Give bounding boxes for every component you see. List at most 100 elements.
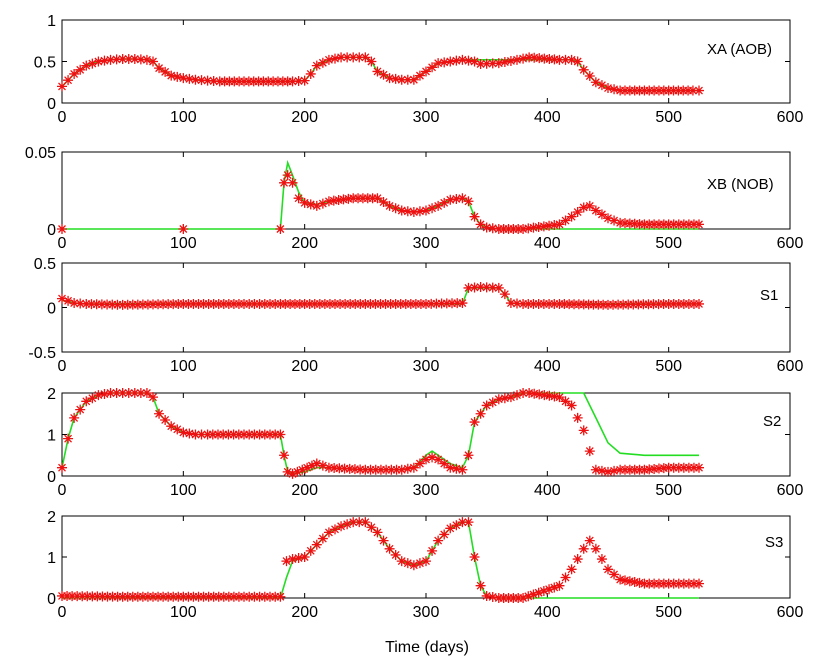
data-marker (342, 519, 353, 530)
data-marker (293, 76, 304, 87)
data-marker (213, 591, 224, 602)
x-tick-label: 300 (413, 109, 440, 126)
data-marker (86, 299, 97, 310)
data-marker (360, 464, 371, 475)
data-marker (451, 520, 462, 531)
data-marker (334, 463, 345, 474)
subplot-3: 0 100 200 300 400 500 600-0.500.5S1 (28, 256, 803, 375)
data-marker (523, 223, 534, 234)
data-marker (493, 394, 504, 405)
data-marker (202, 75, 213, 86)
data-marker (93, 56, 104, 67)
data-marker (62, 591, 73, 602)
data-marker (311, 200, 322, 211)
data-marker (142, 591, 153, 602)
x-tick-label: 300 (413, 235, 440, 252)
data-marker (584, 71, 595, 82)
data-marker (673, 462, 684, 473)
data-marker (259, 591, 270, 602)
data-marker (469, 56, 480, 67)
data-marker (408, 207, 419, 218)
data-marker (596, 465, 607, 476)
subplot-label: XA (AOB) (707, 41, 772, 58)
subplot-5: 0 100 200 300 400 500 600 0 1 2 S3 (47, 509, 803, 621)
data-marker (618, 299, 629, 310)
data-marker (202, 429, 213, 440)
data-marker (538, 298, 549, 309)
data-marker (395, 298, 406, 309)
data-marker (609, 84, 620, 95)
x-tick-label: 200 (291, 235, 318, 252)
data-marker (244, 298, 255, 309)
data-marker (590, 77, 601, 88)
data-marker (223, 298, 234, 309)
data-marker (678, 578, 689, 589)
data-marker (188, 591, 199, 602)
data-marker (584, 535, 595, 546)
x-tick-label: 200 (291, 358, 318, 375)
data-marker (317, 198, 328, 209)
data-marker (213, 298, 224, 309)
data-marker (439, 458, 450, 469)
data-marker (178, 591, 189, 602)
data-marker (445, 56, 456, 67)
data-marker (275, 224, 286, 234)
data-marker (414, 70, 425, 81)
data-marker (203, 298, 214, 309)
x-tick-label: 100 (170, 604, 197, 621)
data-marker (360, 52, 371, 63)
x-tick-label: 100 (170, 358, 197, 375)
data-marker (533, 587, 544, 598)
data-marker (683, 578, 694, 589)
data-marker (265, 298, 275, 309)
data-marker (330, 53, 340, 64)
data-marker (335, 298, 346, 309)
data-marker (293, 553, 304, 564)
data-marker (396, 464, 407, 475)
data-marker (475, 580, 486, 591)
data-marker (372, 66, 383, 77)
data-marker (190, 74, 201, 85)
data-marker (319, 298, 330, 309)
data-marker (239, 591, 249, 602)
data-marker (386, 464, 397, 475)
data-marker (421, 205, 431, 216)
data-marker (549, 220, 560, 231)
data-marker (549, 391, 560, 402)
data-marker (518, 53, 529, 64)
data-marker (168, 591, 179, 602)
data-marker (678, 219, 689, 230)
data-marker (603, 299, 613, 310)
data-marker (463, 517, 474, 528)
y-tick-label: 2 (47, 386, 56, 403)
data-marker (638, 299, 649, 310)
y-tick-label: 0.5 (34, 55, 56, 72)
data-marker (196, 75, 207, 86)
data-marker (694, 298, 704, 309)
x-tick-label: 100 (170, 109, 197, 126)
data-marker (259, 298, 270, 309)
data-marker (57, 224, 67, 234)
y-tick-label: -0.5 (28, 345, 56, 362)
data-marker (306, 460, 317, 471)
data-marker (633, 299, 644, 310)
data-marker (365, 464, 376, 475)
data-marker (408, 560, 419, 571)
data-marker (431, 298, 442, 309)
data-marker (544, 584, 555, 595)
data-marker (172, 424, 183, 435)
data-marker (178, 298, 189, 309)
data-marker (129, 388, 140, 398)
data-marker (348, 517, 359, 528)
data-marker (105, 388, 116, 398)
data-marker (344, 463, 355, 474)
data-marker (350, 298, 361, 309)
data-marker (624, 576, 635, 587)
data-marker (75, 404, 86, 415)
axes-frame (61, 151, 791, 230)
x-tick-label: 400 (534, 482, 561, 499)
data-marker (544, 390, 555, 401)
x-tick-label: 0 (58, 358, 67, 375)
data-marker (196, 429, 207, 440)
y-tick-label: 1 (47, 13, 56, 30)
